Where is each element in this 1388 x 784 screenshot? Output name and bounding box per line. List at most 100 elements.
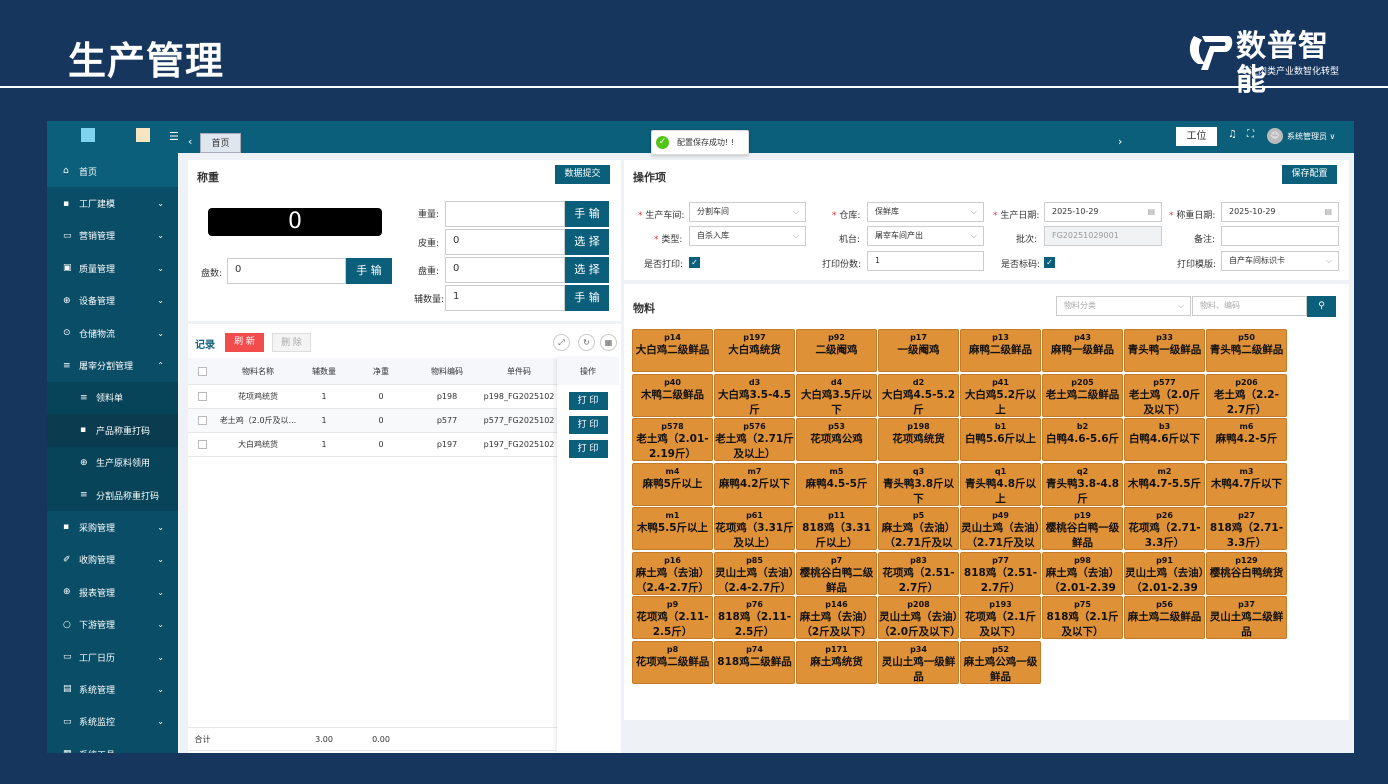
material-tile[interactable]: p171 麻土鸡统货	[796, 640, 877, 684]
bell-icon[interactable]: ♫	[1228, 129, 1237, 140]
sidebar-item[interactable]: ▦系统工具 ⌄	[47, 738, 178, 753]
material-tile[interactable]: p50 青头鸭二级鲜品	[1206, 329, 1287, 372]
material-tile[interactable]: b2 白鸭4.6-5.6斤	[1042, 418, 1123, 461]
material-tile[interactable]: p49 灵山土鸡（去油）（2.71斤及以上）	[960, 507, 1041, 550]
columns-icon[interactable]: ▦	[600, 334, 617, 351]
weight-manual-button[interactable]: 手 输	[565, 201, 609, 227]
material-tile[interactable]: m5 麻鸭4.5-5斤	[796, 462, 877, 506]
tab-scroll-right-icon[interactable]: ›	[1118, 135, 1123, 148]
material-tile[interactable]: p52 麻土鸡公鸡一级鲜品	[960, 640, 1041, 684]
material-tile[interactable]: p206 老土鸡（2.2-2.7斤）	[1206, 373, 1287, 417]
col-header[interactable]: 物料编码	[431, 367, 463, 376]
material-tile[interactable]: p129 樱桃谷白鸭统货	[1206, 551, 1287, 595]
tare-input[interactable]: 0	[445, 229, 565, 255]
material-tile[interactable]: q2 青头鸭3.8-4.8斤	[1042, 462, 1123, 506]
machine-select[interactable]: 屠宰车间产出 ⌵	[867, 226, 984, 246]
search-button[interactable]: ⚲	[1307, 296, 1336, 317]
material-tile[interactable]: p578 老土鸡（2.01-2.19斤）	[632, 418, 713, 461]
material-tile[interactable]: p56 麻土鸡二级鲜品	[1124, 596, 1205, 639]
material-tile[interactable]: p11 818鸡（3.31斤以上）	[796, 507, 877, 550]
submit-data-button[interactable]: 数据提交	[555, 165, 610, 184]
col-header[interactable]: 物料名称	[242, 367, 274, 376]
material-tile[interactable]: p577 老土鸡（2.0斤及以下）	[1124, 373, 1205, 417]
material-tile[interactable]: p75 818鸡（2.1斤及以下）	[1042, 596, 1123, 639]
sidebar-item[interactable]: ⊙ 仓储物流 ⌄	[47, 316, 178, 350]
material-tile[interactable]: p7 樱桃谷白鸭二级鲜品	[796, 551, 877, 595]
material-tile[interactable]: b3 白鸭4.6斤以下	[1124, 418, 1205, 461]
sidebar-item[interactable]: ▪ 产品称重打码	[47, 414, 178, 447]
material-tile[interactable]: p17 一级阉鸡	[878, 329, 959, 372]
sidebar-item[interactable]: ▪ 工厂建模 ⌄	[47, 187, 178, 220]
material-tile[interactable]: d2 大白鸡4.5-5.2斤	[878, 373, 959, 417]
sidebar-item[interactable]: ▭ 工厂日历 ⌄	[47, 640, 178, 674]
sidebar-item[interactable]: ≡ 领料单	[47, 381, 178, 415]
save-config-button[interactable]: 保存配置	[1282, 165, 1337, 184]
material-tile[interactable]: p43 麻鸭一级鲜品	[1042, 329, 1123, 372]
material-tile[interactable]: m6 麻鸭4.2-5斤	[1206, 418, 1287, 461]
material-tile[interactable]: p53 花项鸡公鸡	[796, 418, 877, 461]
category-select[interactable]: 物料分类 ⌵	[1056, 296, 1191, 316]
tray-select-button[interactable]: 选 择	[565, 257, 609, 283]
material-tile[interactable]: m2 木鸭4.7-5.5斤	[1124, 462, 1205, 506]
material-tile[interactable]: p41 大白鸡5.2斤以上	[960, 373, 1041, 417]
material-tile[interactable]: p92 二级阉鸡	[796, 329, 877, 372]
user-menu[interactable]: 系统管理员 ∨	[1287, 132, 1336, 141]
tray-weight-input[interactable]: 0	[445, 257, 565, 283]
material-tile[interactable]: p76 818鸡（2.11-2.5斤）	[714, 596, 795, 639]
workstation-button[interactable]: 工位	[1176, 127, 1217, 146]
material-tile[interactable]: p16 麻土鸡（去油）（2.4-2.7斤）	[632, 551, 713, 595]
material-tile[interactable]: p205 老土鸡二级鲜品	[1042, 373, 1123, 417]
col-header[interactable]: 辅数量	[312, 367, 336, 376]
material-tile[interactable]: p27 818鸡（2.71-3.3斤）	[1206, 507, 1287, 550]
refresh-button[interactable]: 刷 新	[225, 333, 264, 352]
sidebar-item[interactable]: ▪ 采购管理 ⌄	[47, 511, 178, 544]
material-tile[interactable]: p576 老土鸡（2.71斤及以上）	[714, 418, 795, 461]
warehouse-select[interactable]: 保鲜库 ⌵	[867, 202, 984, 222]
material-tile[interactable]: p13 麻鸭二级鲜品	[960, 329, 1041, 372]
type-select[interactable]: 自杀入库 ⌵	[689, 226, 806, 246]
row-checkbox[interactable]	[198, 392, 207, 401]
print-button[interactable]: 打 印	[568, 392, 608, 410]
reload-icon[interactable]: ↻	[578, 334, 595, 351]
sidebar-item[interactable]: ▤ 系统管理 ⌄	[47, 673, 178, 706]
count-manual-button[interactable]: 手 输	[346, 258, 392, 284]
material-tile[interactable]: p40 木鸭二级鲜品	[632, 373, 713, 417]
material-tile[interactable]: m1 木鸭5.5斤以上	[632, 507, 713, 550]
avatar[interactable]: ☺	[1267, 128, 1283, 144]
sidebar-item[interactable]: ⌂ 首页	[47, 155, 178, 188]
col-header[interactable]: 净重	[373, 367, 389, 376]
aux-qty-input[interactable]: 1	[445, 285, 565, 311]
delete-button[interactable]: 删 除	[272, 333, 311, 352]
fullscreen-icon[interactable]: ⛶	[1247, 129, 1254, 140]
material-tile[interactable]: m4 麻鸭5斤以上	[632, 462, 713, 506]
tare-select-button[interactable]: 选 择	[565, 229, 609, 255]
row-checkbox[interactable]	[198, 440, 207, 449]
tab-scroll-left-icon[interactable]: ‹	[188, 135, 193, 148]
material-tile[interactable]: p8 花项鸡二级鲜品	[632, 640, 713, 684]
sidebar-item[interactable]: ○ 下游管理 ⌄	[47, 608, 178, 641]
print-checkbox[interactable]: ✓	[689, 257, 700, 268]
sidebar-item[interactable]: ⊕ 报表管理 ⌄	[47, 576, 178, 609]
sidebar-item[interactable]: ⊕ 生产原料领用	[47, 446, 178, 479]
material-tile[interactable]: m3 木鸭4.7斤以下	[1206, 462, 1287, 506]
template-select[interactable]: 自产车间标识卡 ⌵	[1221, 251, 1339, 271]
expand-icon[interactable]: ⤢	[553, 334, 570, 351]
tray-count-input[interactable]: 0	[227, 258, 346, 284]
material-tile[interactable]: b1 白鸭5.6斤以上	[960, 418, 1041, 461]
material-search-input[interactable]: 物料、编码	[1192, 296, 1307, 316]
material-tile[interactable]: p34 灵山土鸡一级鲜品	[878, 640, 959, 684]
col-header[interactable]: 单件码	[507, 367, 531, 376]
sidebar-item[interactable]: ✐ 收购管理 ⌄	[47, 543, 178, 577]
weigh-date-picker[interactable]: 2025-10-29 ▤	[1221, 202, 1339, 222]
material-tile[interactable]: p14 大白鸡二级鲜品	[632, 329, 713, 372]
select-all-checkbox[interactable]	[198, 367, 207, 376]
material-tile[interactable]: p74 818鸡二级鲜品	[714, 640, 795, 684]
remark-input[interactable]	[1221, 226, 1339, 246]
weight-input[interactable]	[445, 201, 565, 227]
sidebar-item[interactable]: ▣ 质量管理 ⌄	[47, 252, 178, 285]
material-tile[interactable]: p61 花项鸡（3.31斤及以上）	[714, 507, 795, 550]
material-tile[interactable]: p5 麻土鸡（去油）（2.71斤及以上）	[878, 507, 959, 550]
material-tile[interactable]: p33 青头鸭一级鲜品	[1124, 329, 1205, 372]
menu-collapse-icon[interactable]: ☰	[169, 130, 179, 143]
